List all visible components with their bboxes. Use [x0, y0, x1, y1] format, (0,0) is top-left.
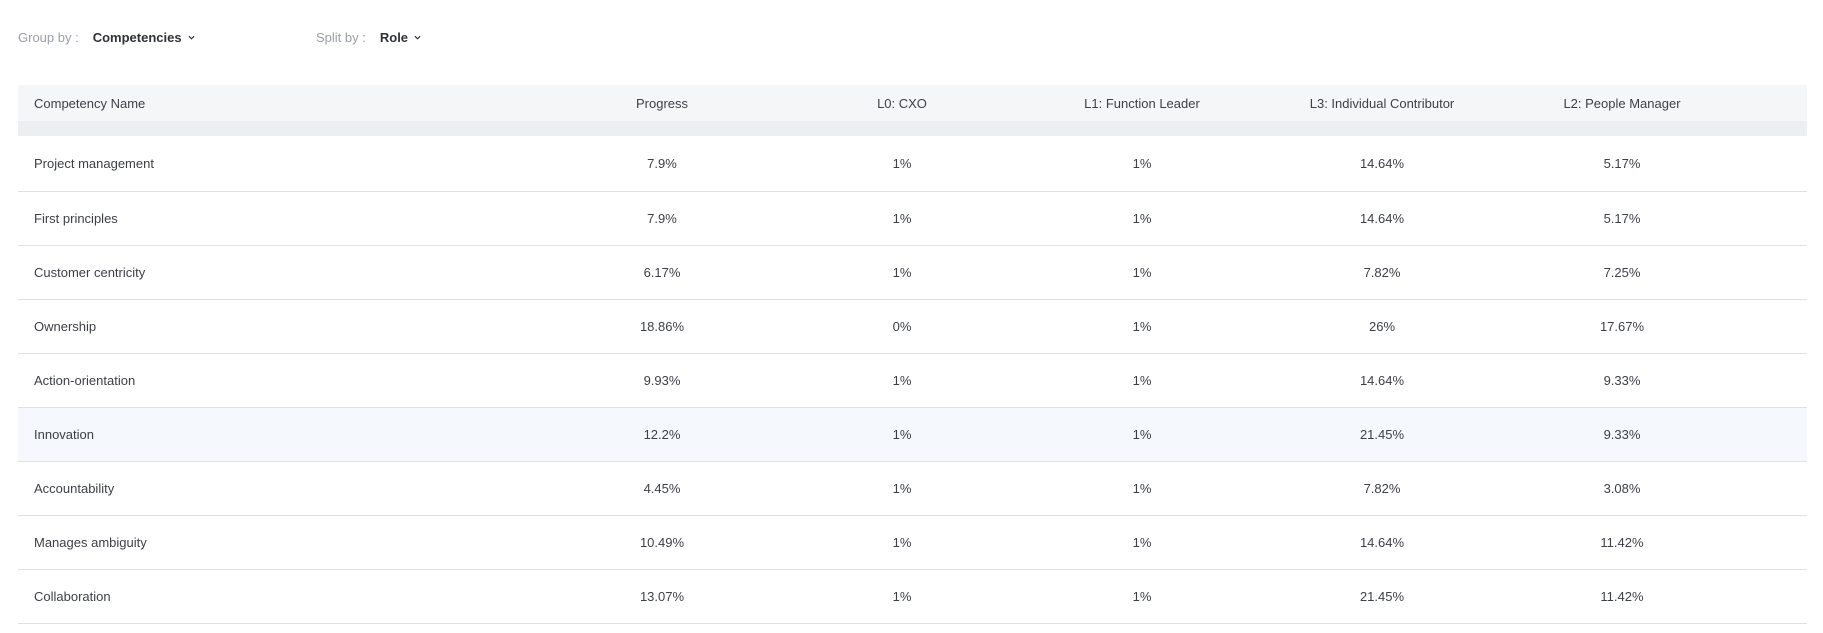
split-by-filter: Split by : Role: [316, 30, 421, 45]
cell-progress: 12.2%: [643, 427, 681, 442]
cell-l0-cxo: 1%: [892, 211, 912, 226]
cell-l1-function-leader: 1%: [1132, 373, 1152, 388]
split-by-dropdown[interactable]: Role: [380, 30, 421, 45]
cell-l0-cxo: 1%: [892, 589, 912, 604]
cell-progress: 9.93%: [643, 373, 681, 388]
cell-competency-name: Manages ambiguity: [34, 535, 147, 550]
cell-l1-function-leader: 1%: [1132, 535, 1152, 550]
cell-competency-name: Action-orientation: [34, 373, 136, 388]
cell-l0-cxo: 1%: [892, 535, 912, 550]
table-header: Competency Name Progress L0: CXO L1: Fun…: [18, 85, 1807, 121]
chevron-down-icon: [188, 35, 195, 40]
toolbar: Group by : Competencies Split by : Role: [18, 27, 421, 47]
table-body: Project management 7.9% 1% 1% 14.64% 5.17% Fir…: [18, 136, 1807, 624]
cell-l1-function-leader: 1%: [1132, 156, 1152, 171]
split-by-value: Role: [379, 29, 409, 45]
cell-competency-name: Innovation: [34, 427, 94, 442]
cell-l1-function-leader: 1%: [1132, 319, 1152, 334]
cell-l0-cxo: 1%: [892, 373, 912, 388]
cell-l0-cxo: 1%: [892, 427, 912, 442]
cell-l1-function-leader: 1%: [1132, 589, 1152, 604]
cell-competency-name: Customer centricity: [34, 265, 146, 280]
cell-l1-function-leader: 1%: [1132, 211, 1152, 226]
column-header-l0-cxo[interactable]: L0: CXO: [877, 95, 927, 111]
cell-l3-individual-contributor: 21.45%: [1359, 427, 1405, 442]
cell-progress: 18.86%: [639, 319, 685, 334]
cell-l3-individual-contributor: 7.82%: [1363, 481, 1401, 496]
table-row[interactable]: Accountability 4.45% 1% 1% 7.82% 3.08%: [18, 462, 1807, 516]
cell-l2-people-manager: 11.42%: [1600, 535, 1644, 550]
cell-l3-individual-contributor: 7.82%: [1363, 265, 1401, 280]
cell-progress: 13.07%: [639, 589, 685, 604]
split-by-label: Split by :: [316, 29, 366, 45]
cell-l3-individual-contributor: 14.64%: [1359, 373, 1405, 388]
column-header-l1-function-leader[interactable]: L1: Function Leader: [1084, 95, 1200, 111]
cell-l3-individual-contributor: 14.64%: [1359, 156, 1405, 171]
cell-l2-people-manager: 9.33%: [1603, 427, 1641, 442]
cell-l1-function-leader: 1%: [1132, 265, 1152, 280]
cell-l0-cxo: 1%: [892, 265, 912, 280]
cell-l2-people-manager: 5.17%: [1603, 211, 1641, 226]
cell-l2-people-manager: 3.08%: [1603, 481, 1641, 496]
cell-l2-people-manager: 5.17%: [1603, 156, 1641, 171]
table-row[interactable]: Manages ambiguity 10.49% 1% 1% 14.64% 11.42%: [18, 516, 1807, 570]
cell-l2-people-manager: 11.42%: [1600, 589, 1644, 604]
table-row[interactable]: Ownership 18.86% 0% 1% 26% 17.67%: [18, 300, 1807, 354]
column-header-progress[interactable]: Progress: [635, 95, 689, 111]
cell-progress: 6.17%: [643, 265, 681, 280]
table-row[interactable]: Collaboration 13.07% 1% 1% 21.45% 11.42%: [18, 570, 1807, 624]
table-subheader: [18, 121, 1807, 136]
cell-progress: 7.9%: [647, 211, 677, 226]
cell-competency-name: Project management: [34, 156, 154, 171]
cell-progress: 4.45%: [643, 481, 681, 496]
table-row[interactable]: Project management 7.9% 1% 1% 14.64% 5.17%: [18, 136, 1807, 192]
group-by-dropdown[interactable]: Competencies: [93, 30, 195, 45]
cell-l3-individual-contributor: 26%: [1368, 319, 1396, 334]
cell-l2-people-manager: 17.67%: [1599, 319, 1645, 334]
cell-l1-function-leader: 1%: [1132, 427, 1152, 442]
cell-progress: 7.9%: [647, 156, 677, 171]
column-header-competency-name[interactable]: Competency Name: [34, 95, 146, 111]
cell-competency-name: Accountability: [34, 481, 115, 496]
cell-progress: 10.49%: [639, 535, 685, 550]
column-header-l3-individual-contributor[interactable]: L3: Individual Contributor: [1309, 95, 1455, 111]
cell-l1-function-leader: 1%: [1132, 481, 1152, 496]
chevron-down-icon: [414, 35, 421, 40]
cell-l0-cxo: 0%: [892, 319, 912, 334]
table-row[interactable]: Action-orientation 9.93% 1% 1% 14.64% 9.33%: [18, 354, 1807, 408]
cell-competency-name: Collaboration: [34, 589, 111, 604]
cell-l3-individual-contributor: 14.64%: [1359, 211, 1405, 226]
group-by-value: Competencies: [92, 29, 182, 45]
cell-l0-cxo: 1%: [892, 156, 912, 171]
table-row[interactable]: Customer centricity 6.17% 1% 1% 7.82% 7.25%: [18, 246, 1807, 300]
column-header-l2-people-manager[interactable]: L2: People Manager: [1563, 95, 1681, 111]
competency-table: Competency Name Progress L0: CXO L1: Fun…: [18, 85, 1807, 624]
cell-l2-people-manager: 9.33%: [1603, 373, 1641, 388]
table-row[interactable]: Innovation 12.2% 1% 1% 21.45% 9.33%: [18, 408, 1807, 462]
cell-l0-cxo: 1%: [892, 481, 912, 496]
cell-competency-name: Ownership: [34, 319, 97, 334]
group-by-label: Group by :: [18, 29, 79, 45]
table-row[interactable]: First principles 7.9% 1% 1% 14.64% 5.17%: [18, 192, 1807, 246]
cell-l3-individual-contributor: 21.45%: [1359, 589, 1405, 604]
cell-l2-people-manager: 7.25%: [1603, 265, 1641, 280]
cell-l3-individual-contributor: 14.64%: [1359, 535, 1405, 550]
cell-competency-name: First principles: [34, 211, 118, 226]
group-by-filter: Group by : Competencies: [18, 30, 195, 45]
